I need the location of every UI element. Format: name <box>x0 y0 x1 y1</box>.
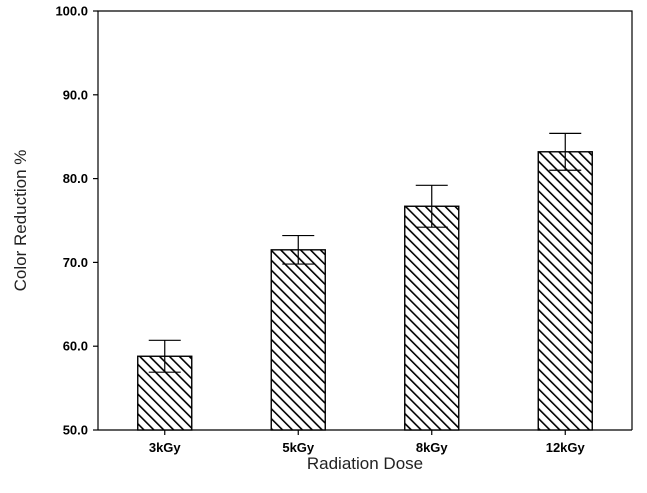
plot-frame <box>97 10 633 430</box>
bar-5kGy <box>270 249 326 431</box>
bar-12kGy <box>537 151 593 431</box>
x-tick-label: 12kGy <box>546 440 586 455</box>
plot-area: 50.0 60.0 70.0 80.0 90.0 100.0 3kGy 5kGy 8kGy 12k… <box>55 4 633 455</box>
x-tick-label: 5kGy <box>282 440 315 455</box>
x-axis-title: Radiation Dose <box>307 454 423 473</box>
y-tick-label: 50.0 <box>63 423 88 438</box>
y-tick-label: 70.0 <box>63 255 88 270</box>
y-tick-label: 80.0 <box>63 171 88 186</box>
y-tick-label: 60.0 <box>63 339 88 354</box>
x-tick-label: 3kGy <box>149 440 182 455</box>
y-tick-label: 100.0 <box>55 4 88 19</box>
y-tick-label: 90.0 <box>63 87 88 102</box>
bar-8kGy <box>404 205 460 431</box>
x-tick-label: 8kGy <box>416 440 449 455</box>
y-axis-title: Color Reduction % <box>11 150 30 292</box>
